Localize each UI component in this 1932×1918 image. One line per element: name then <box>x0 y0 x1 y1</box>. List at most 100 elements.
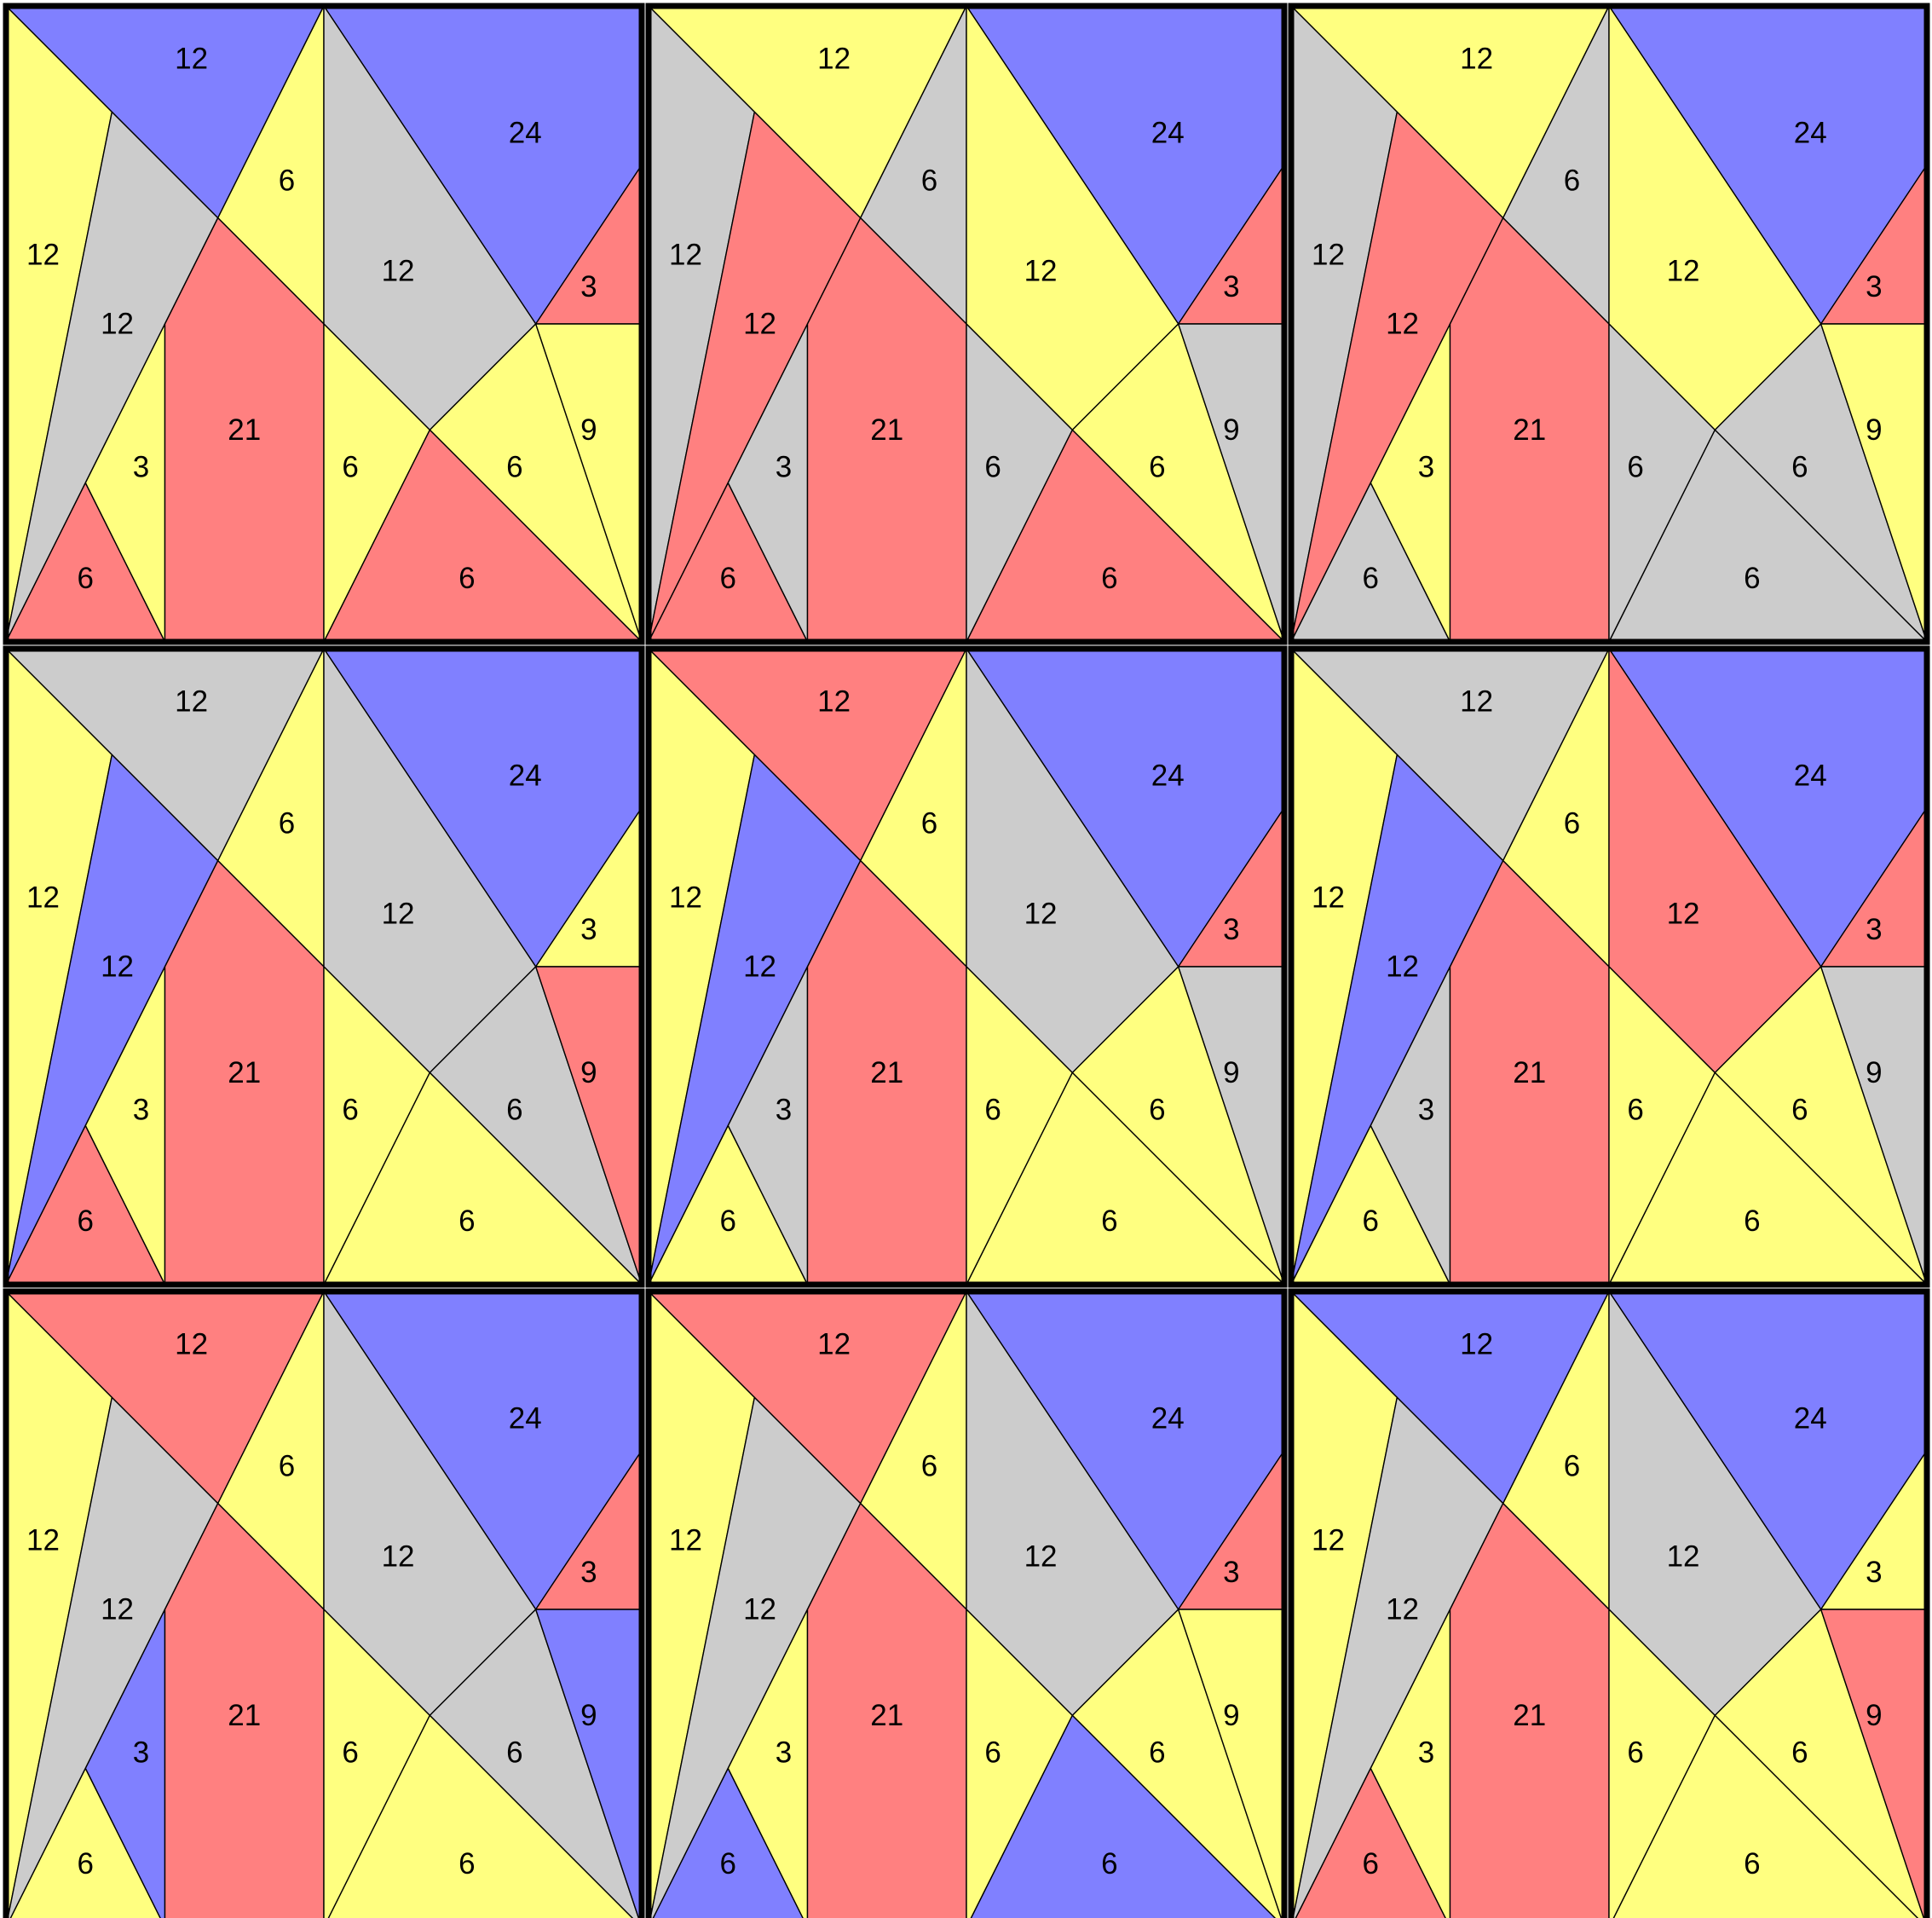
puzzle-4-label-14: 9 <box>580 1056 597 1089</box>
puzzle-7-label-11: 3 <box>580 1556 597 1589</box>
puzzle-4-label-8: 24 <box>509 760 542 793</box>
puzzle-9-label-4: 12 <box>1386 1593 1419 1626</box>
puzzle-6-label-2: 12 <box>1312 881 1345 915</box>
puzzle-6-label-12: 6 <box>1791 1093 1808 1126</box>
puzzle-9-label-12: 6 <box>1791 1736 1808 1769</box>
puzzle-6-label-9: 12 <box>1667 897 1700 930</box>
puzzle-2-label-6: 6 <box>720 562 736 595</box>
puzzle-2-label-7: 21 <box>870 413 903 447</box>
puzzle-3-label-1: 12 <box>1460 43 1493 76</box>
puzzle-6-label-13: 6 <box>1744 1205 1760 1238</box>
puzzle-5-label-3: 6 <box>921 807 937 841</box>
puzzle-7-label-5: 3 <box>133 1736 149 1769</box>
puzzle-3-label-3: 6 <box>1564 165 1580 198</box>
puzzle-7-label-13: 6 <box>458 1847 475 1880</box>
puzzle-6: 12 12 6 12 3 6 21 24 12 6 3 6 6 9 <box>1288 645 1930 1288</box>
puzzle-4-label-12: 6 <box>506 1093 522 1126</box>
puzzle-7-piece-13 <box>327 1714 633 1918</box>
puzzle-1-label-4: 12 <box>101 308 134 341</box>
puzzle-8-label-2: 12 <box>669 1524 702 1557</box>
puzzle-5-label-11: 3 <box>1223 913 1239 946</box>
puzzle-8-frame <box>645 1288 1288 1918</box>
puzzle-9-label-8: 24 <box>1794 1402 1827 1436</box>
puzzle-8-label-7: 21 <box>870 1699 903 1732</box>
puzzle-1-label-8: 24 <box>509 117 542 150</box>
puzzle-8-label-11: 3 <box>1223 1556 1239 1589</box>
puzzle-1-label-10: 6 <box>342 450 358 483</box>
puzzle-4-label-4: 12 <box>101 950 134 984</box>
puzzle-6-label-3: 6 <box>1564 807 1580 841</box>
puzzle-2-label-8: 24 <box>1151 117 1185 150</box>
puzzle-4-label-11: 3 <box>580 913 597 946</box>
puzzle-4: 12 12 6 12 3 6 21 24 12 6 3 6 6 9 <box>3 645 645 1288</box>
puzzle-3-label-8: 24 <box>1794 117 1827 150</box>
puzzle-8-label-6: 6 <box>720 1847 736 1880</box>
puzzle-5-label-2: 12 <box>669 881 702 915</box>
puzzle-6-label-1: 12 <box>1460 685 1493 719</box>
puzzle-2-label-11: 3 <box>1223 270 1239 303</box>
puzzle-9-label-11: 3 <box>1866 1556 1882 1589</box>
puzzle-4-label-1: 12 <box>175 685 208 719</box>
puzzle-7-label-6: 6 <box>78 1847 94 1880</box>
puzzle-9-label-3: 6 <box>1564 1450 1580 1483</box>
puzzle-3-label-14: 9 <box>1866 413 1882 447</box>
puzzle-6-label-4: 12 <box>1386 950 1419 984</box>
puzzle-2-label-2: 12 <box>669 239 702 272</box>
puzzle-7-label-9: 12 <box>382 1540 415 1573</box>
puzzle-1-label-13: 6 <box>458 562 475 595</box>
puzzle-9-label-6: 6 <box>1363 1847 1379 1880</box>
puzzle-8-label-5: 3 <box>776 1736 792 1769</box>
puzzle-2-label-9: 12 <box>1024 254 1058 287</box>
puzzle-2-label-3: 6 <box>921 165 937 198</box>
puzzle-6-label-10: 6 <box>1627 1093 1643 1126</box>
puzzle-8-label-1: 12 <box>817 1328 851 1361</box>
puzzle-3-label-9: 12 <box>1667 254 1700 287</box>
puzzle-6-label-14: 9 <box>1866 1056 1882 1089</box>
puzzle-3-label-2: 12 <box>1312 239 1345 272</box>
puzzle-8-label-14: 9 <box>1223 1699 1239 1732</box>
puzzle-1: 12 12 6 12 3 6 21 24 12 6 3 6 6 9 <box>3 3 645 645</box>
puzzle-2-label-13: 6 <box>1101 562 1117 595</box>
puzzle-8-piece-6 <box>652 1767 804 1918</box>
puzzle-6-label-5: 3 <box>1418 1093 1434 1126</box>
puzzle-9-label-1: 12 <box>1460 1328 1493 1361</box>
puzzle-7-label-12: 6 <box>506 1736 522 1769</box>
puzzle-7-label-7: 21 <box>228 1699 261 1732</box>
puzzle-3-label-7: 21 <box>1513 413 1546 447</box>
puzzle-3-label-13: 6 <box>1744 562 1760 595</box>
puzzle-3-label-12: 6 <box>1791 450 1808 483</box>
puzzle-3-label-11: 3 <box>1866 270 1882 303</box>
puzzle-7-frame <box>3 1288 645 1918</box>
puzzle-8-label-12: 6 <box>1149 1736 1165 1769</box>
puzzle-4-label-13: 6 <box>458 1205 475 1238</box>
puzzle-3-label-4: 12 <box>1386 308 1419 341</box>
puzzle-8-label-13: 6 <box>1101 1847 1117 1880</box>
puzzle-9-label-13: 6 <box>1744 1847 1760 1880</box>
puzzle-6-label-8: 24 <box>1794 760 1827 793</box>
puzzle-1-label-11: 3 <box>580 270 597 303</box>
puzzle-1-label-1: 12 <box>175 43 208 76</box>
puzzle-1-label-9: 12 <box>382 254 415 287</box>
puzzle-8: 12 12 6 12 3 6 21 24 12 6 3 6 6 9 <box>645 1288 1288 1918</box>
puzzle-2-label-1: 12 <box>817 43 851 76</box>
puzzle-9-piece-6 <box>1295 1767 1446 1918</box>
puzzle-7-label-14: 9 <box>580 1699 597 1732</box>
puzzle-1-frame <box>3 3 645 645</box>
puzzle-6-label-7: 21 <box>1513 1056 1546 1089</box>
puzzle-1-label-5: 3 <box>133 450 149 483</box>
puzzle-5: 12 12 6 12 3 6 21 24 12 6 3 6 6 9 <box>645 645 1288 1288</box>
puzzle-3-frame <box>1288 3 1930 645</box>
puzzle-4-frame <box>3 645 645 1288</box>
puzzle-9-frame <box>1288 1288 1930 1918</box>
puzzle-8-label-10: 6 <box>984 1736 1001 1769</box>
puzzle-4-label-9: 12 <box>382 897 415 930</box>
puzzle-9-label-9: 12 <box>1667 1540 1700 1573</box>
puzzle-2: 12 12 6 12 3 6 21 24 12 6 3 6 6 9 <box>645 3 1288 645</box>
puzzle-8-label-8: 24 <box>1151 1402 1185 1436</box>
puzzle-4-label-6: 6 <box>78 1205 94 1238</box>
puzzle-6-label-11: 3 <box>1866 913 1882 946</box>
puzzle-9-label-5: 3 <box>1418 1736 1434 1769</box>
puzzle-4-label-2: 12 <box>26 881 60 915</box>
